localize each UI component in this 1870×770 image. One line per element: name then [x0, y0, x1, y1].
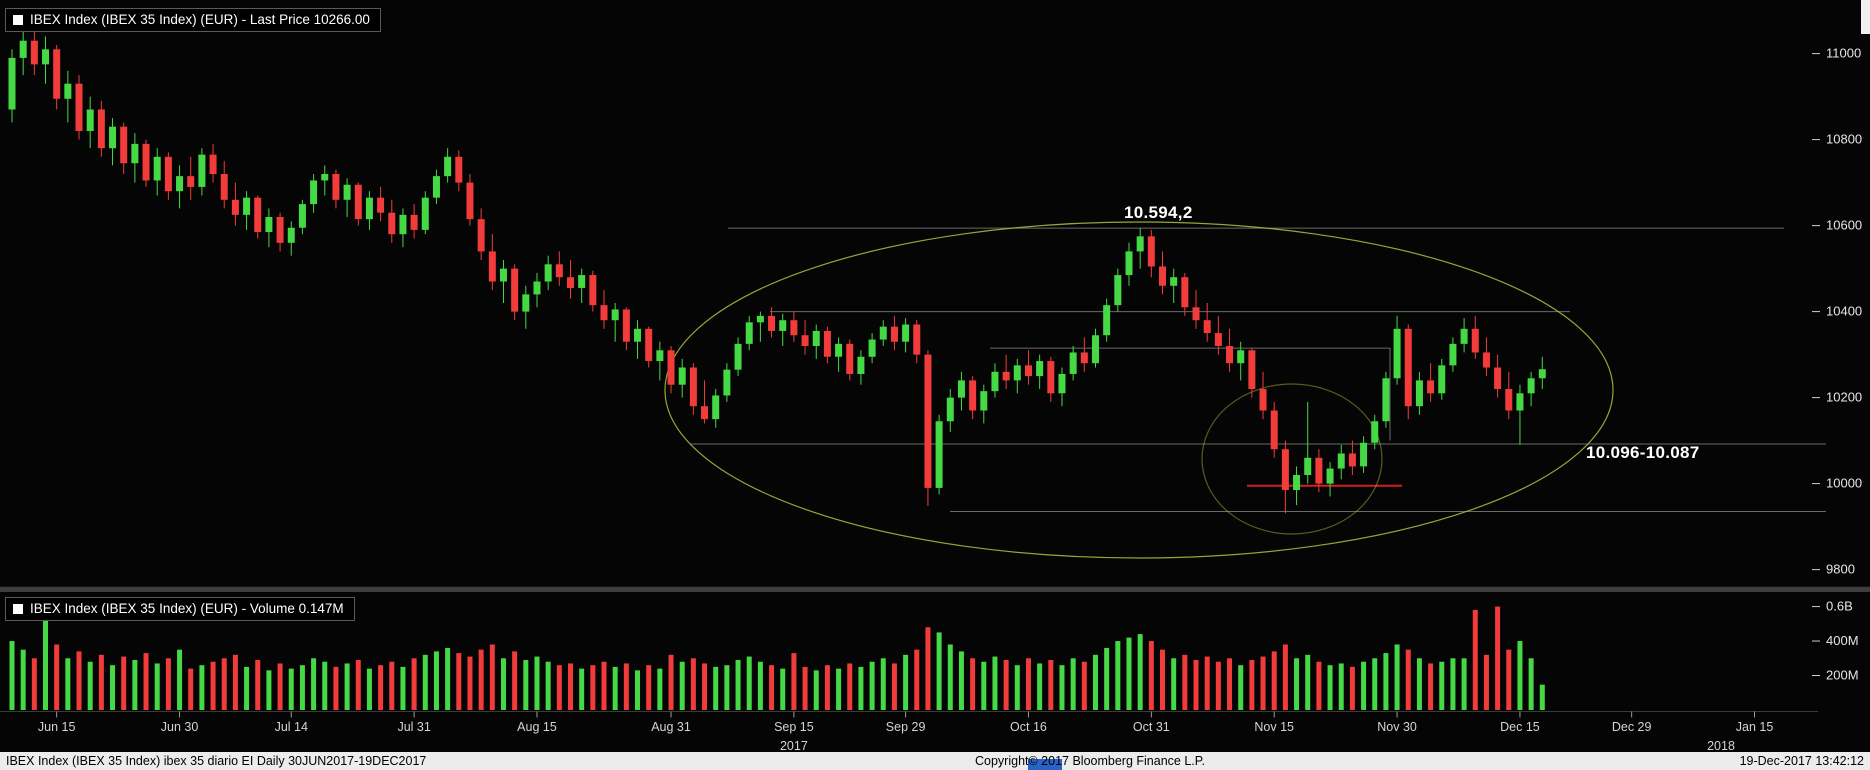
- price-legend[interactable]: IBEX Index (IBEX 35 Index) (EUR) - Last …: [5, 8, 381, 32]
- svg-text:Jun 30: Jun 30: [161, 720, 199, 734]
- support-resistance-lines: [690, 227, 1826, 513]
- legend-marker-icon: [13, 603, 23, 614]
- price-axis: 11000 10800 10600 10400 10200 10000 9800: [1812, 46, 1862, 577]
- status-instrument: IBEX Index (IBEX 35 Index) ibex 35 diari…: [6, 754, 427, 768]
- svg-text:Nov 30: Nov 30: [1377, 720, 1417, 734]
- volume-legend-label: IBEX Index (IBEX 35 Index) (EUR) - Volum…: [30, 601, 344, 616]
- svg-text:Sep 29: Sep 29: [886, 720, 926, 734]
- svg-text:2017: 2017: [780, 739, 808, 753]
- taskbar-peek: [1028, 759, 1062, 770]
- svg-text:Aug 31: Aug 31: [651, 720, 691, 734]
- svg-text:Sep 15: Sep 15: [774, 720, 814, 734]
- status-datetime: 19-Dec-2017 13:42:12: [1739, 754, 1864, 768]
- volume-legend[interactable]: IBEX Index (IBEX 35 Index) (EUR) - Volum…: [5, 597, 355, 621]
- svg-text:Jun 15: Jun 15: [38, 720, 76, 734]
- panel-divider[interactable]: [0, 586, 1870, 592]
- svg-text:10800: 10800: [1826, 132, 1862, 147]
- svg-text:2018: 2018: [1707, 739, 1735, 753]
- volume-axis: 0.6B 400M 200M: [1812, 599, 1859, 683]
- svg-text:400M: 400M: [1826, 633, 1859, 648]
- svg-text:10200: 10200: [1826, 390, 1862, 405]
- svg-text:11000: 11000: [1826, 46, 1861, 61]
- ellipse-annotations: [664, 221, 1614, 559]
- svg-text:10400: 10400: [1826, 304, 1862, 319]
- svg-text:Aug 15: Aug 15: [517, 720, 557, 734]
- svg-text:10600: 10600: [1826, 218, 1862, 233]
- annotation-support-zone: 10.096-10.087: [1586, 443, 1700, 462]
- time-axis: Jun 15 Jun 30 Jul 14 Jul 31 Aug 15 Aug 31 Sep …: [0, 711, 1818, 753]
- volume-series: [9, 603, 1545, 710]
- status-copyright: Copyright© 2017 Bloomberg Finance L.P.: [975, 754, 1205, 768]
- svg-text:Oct 16: Oct 16: [1010, 720, 1047, 734]
- svg-text:10000: 10000: [1826, 476, 1862, 491]
- scrollbar-thumb[interactable]: [1861, 0, 1870, 34]
- svg-text:Jul 14: Jul 14: [275, 720, 308, 734]
- svg-text:Oct 31: Oct 31: [1133, 720, 1170, 734]
- svg-text:Nov 15: Nov 15: [1254, 720, 1294, 734]
- svg-text:Dec 29: Dec 29: [1612, 720, 1652, 734]
- svg-text:Jul 31: Jul 31: [397, 720, 430, 734]
- svg-text:200M: 200M: [1826, 668, 1859, 683]
- svg-text:Dec 15: Dec 15: [1500, 720, 1540, 734]
- svg-text:Jan 15: Jan 15: [1736, 720, 1774, 734]
- svg-text:9800: 9800: [1826, 562, 1855, 577]
- status-bar: IBEX Index (IBEX 35 Index) ibex 35 diari…: [0, 752, 1870, 770]
- legend-marker-icon: [13, 14, 23, 25]
- price-legend-label: IBEX Index (IBEX 35 Index) (EUR) - Last …: [30, 12, 370, 27]
- annotation-peak-price: 10.594,2: [1124, 203, 1193, 222]
- candlestick-series: [8, 14, 1546, 514]
- svg-text:0.6B: 0.6B: [1826, 599, 1853, 614]
